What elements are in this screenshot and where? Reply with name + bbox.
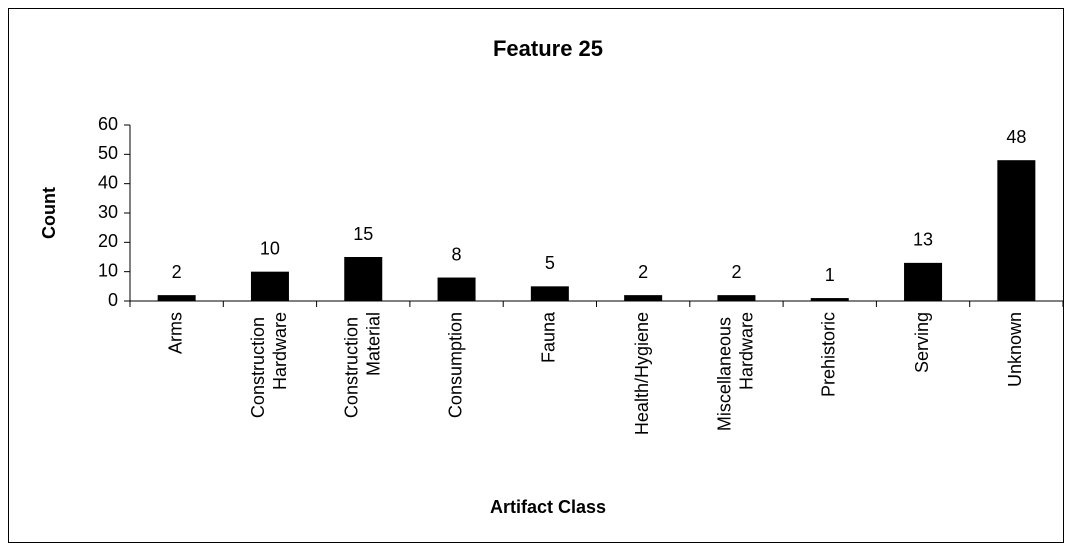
bar: [250, 271, 289, 301]
x-tick-label: Construction Material: [341, 312, 383, 418]
data-label: 2: [731, 262, 741, 282]
y-tick-label: 20: [98, 231, 118, 251]
x-tick-label: Construction Hardware: [248, 312, 290, 418]
x-axis-label: Artifact Class: [490, 497, 606, 517]
x-tick-label: Consumption: [445, 312, 465, 418]
data-label: 8: [452, 244, 462, 264]
data-label: 15: [353, 224, 373, 244]
bar: [717, 295, 756, 301]
bar: [157, 295, 196, 301]
data-label: 10: [260, 238, 280, 258]
bar: [997, 160, 1036, 301]
chart-title: Feature 25: [493, 36, 603, 61]
bar: [810, 298, 849, 301]
x-tick-label: Arms: [165, 312, 185, 354]
bar: [344, 257, 383, 301]
bar: [904, 262, 943, 301]
data-label: 2: [638, 262, 648, 282]
bar: [530, 286, 569, 301]
x-tick-label: Serving: [912, 312, 932, 373]
data-label: 48: [1006, 127, 1026, 147]
data-label: 13: [913, 230, 933, 250]
y-tick-label: 60: [98, 114, 118, 134]
data-label: 5: [545, 253, 555, 273]
y-tick-label: 40: [98, 172, 118, 192]
x-tick-label: Fauna: [539, 311, 559, 363]
bar: [624, 295, 663, 301]
x-tick-label: Unknown: [1005, 312, 1025, 387]
x-tick-label: Prehistoric: [819, 312, 839, 397]
y-tick-label: 0: [108, 290, 118, 310]
y-tick-label: 50: [98, 143, 118, 163]
x-tick-label: Health/Hygiene: [632, 312, 652, 435]
y-tick-label: 30: [98, 202, 118, 222]
bar: [437, 277, 476, 301]
y-axis-label: Count: [39, 187, 59, 239]
x-tick-label: Miscellaneous Hardware: [714, 312, 756, 431]
data-label: 1: [825, 265, 835, 285]
y-tick-label: 10: [98, 260, 118, 280]
chart-frame: [8, 8, 1064, 543]
data-label: 2: [172, 262, 182, 282]
